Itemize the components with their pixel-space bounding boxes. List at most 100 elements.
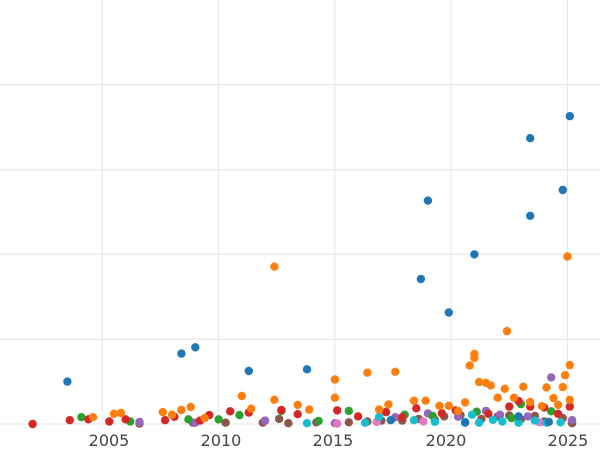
x-axis: 2005 2010 2015 2020 2025	[89, 431, 589, 450]
data-point	[314, 416, 323, 426]
data-point	[547, 373, 556, 382]
data-point	[416, 274, 426, 284]
data-point	[495, 410, 505, 419]
grid	[0, 0, 600, 425]
data-point	[214, 415, 223, 424]
series-blue	[63, 112, 574, 427]
data-point	[435, 401, 444, 410]
data-point	[237, 391, 247, 401]
data-point	[498, 417, 507, 426]
data-point	[537, 402, 547, 411]
data-point	[274, 414, 284, 424]
data-point	[374, 412, 384, 421]
data-point	[88, 413, 98, 422]
data-point	[277, 405, 286, 415]
data-point	[167, 410, 177, 419]
data-point	[330, 375, 340, 384]
data-point	[493, 393, 502, 402]
data-point	[500, 384, 509, 393]
data-point	[467, 410, 477, 419]
data-point	[519, 382, 528, 391]
data-point	[386, 416, 395, 425]
data-point	[565, 402, 574, 411]
data-point	[270, 395, 279, 404]
data-point	[421, 396, 430, 405]
data-point	[553, 400, 563, 410]
data-point	[444, 401, 453, 410]
data-point	[558, 185, 567, 195]
data-point	[191, 343, 200, 352]
data-point	[526, 397, 535, 407]
data-point	[556, 418, 565, 427]
data-point	[488, 415, 498, 424]
x-tick-label-2005: 2005	[89, 431, 130, 450]
data-point	[284, 419, 293, 428]
data-point	[509, 393, 519, 402]
data-points	[28, 112, 577, 429]
data-point	[116, 408, 126, 418]
data-point	[244, 366, 253, 376]
data-point	[360, 418, 370, 427]
data-point	[514, 418, 523, 427]
data-point	[363, 368, 372, 377]
data-point	[409, 416, 419, 425]
data-point	[63, 377, 72, 386]
data-point	[381, 407, 391, 417]
data-point	[514, 412, 523, 421]
data-point	[486, 381, 495, 390]
data-point	[565, 112, 574, 121]
data-point	[333, 406, 342, 415]
data-point	[542, 383, 551, 392]
series-red	[28, 396, 574, 429]
x-tick-label-2025: 2025	[548, 431, 589, 450]
data-point	[430, 417, 440, 427]
data-point	[423, 196, 433, 205]
data-point	[549, 393, 558, 403]
data-point	[444, 308, 453, 317]
data-point	[553, 409, 563, 418]
data-point	[28, 419, 37, 429]
data-point	[302, 365, 312, 374]
data-point	[260, 416, 270, 425]
data-point	[270, 262, 279, 271]
data-point	[226, 407, 235, 416]
data-point	[526, 211, 535, 220]
data-point	[121, 415, 130, 424]
data-point	[507, 413, 516, 423]
data-point	[135, 417, 144, 427]
data-point	[544, 417, 553, 427]
data-point	[526, 134, 535, 143]
data-point	[474, 418, 484, 427]
data-point	[563, 252, 572, 261]
data-point	[547, 407, 556, 416]
data-point	[474, 377, 484, 387]
data-point	[305, 405, 314, 414]
data-point	[470, 250, 479, 259]
data-point	[186, 402, 195, 412]
data-point	[391, 367, 400, 376]
data-point	[567, 416, 577, 425]
data-point	[460, 418, 470, 427]
data-point	[523, 412, 533, 421]
data-point	[374, 405, 384, 414]
data-point	[65, 416, 75, 425]
data-point	[177, 405, 186, 415]
data-point	[353, 412, 363, 421]
data-point	[247, 404, 256, 413]
x-tick-label-2015: 2015	[313, 431, 354, 450]
data-point	[344, 406, 353, 416]
data-point	[565, 395, 574, 404]
data-point	[560, 371, 570, 380]
data-point	[200, 413, 209, 423]
data-point	[398, 413, 407, 422]
data-point	[293, 400, 302, 410]
data-point	[453, 406, 463, 416]
x-tick-label-2020: 2020	[426, 431, 467, 450]
data-point	[235, 410, 244, 420]
data-point	[412, 404, 421, 413]
data-point	[505, 402, 514, 411]
data-point	[530, 416, 540, 425]
data-point	[419, 417, 428, 426]
data-point	[105, 417, 114, 426]
data-point	[160, 416, 170, 425]
